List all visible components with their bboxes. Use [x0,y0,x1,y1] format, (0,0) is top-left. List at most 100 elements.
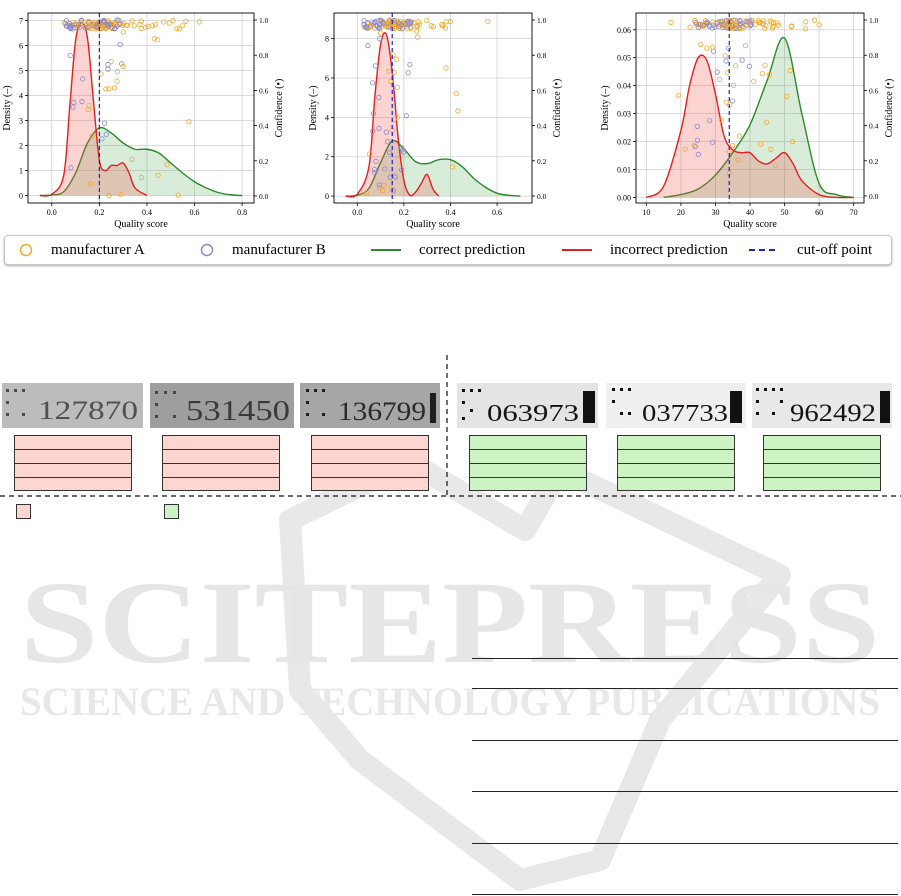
scatter-point-manufacturer-b [694,137,701,143]
y2-tick-label: 0.2 [537,157,547,166]
y-tick-label: 5 [19,67,23,76]
legend-item-cut-off-point: cut-off point [749,239,872,261]
scatter-point-manufacturer-b [93,24,99,30]
scatter-point-manufacturer-b [372,170,378,176]
y-tick-label: 0.04 [617,82,631,91]
density-confidence-charts: 0.0 0.2 0.4 0.6 0.8 0 1 2 3 4 5 6 7 0.0 0.2 0.4 0.6 0.8 1.… [2,12,895,230]
y-axis-label: Density (–) [600,85,611,130]
y2-tick-label: 0.6 [259,86,269,95]
y2-tick-label: 1.0 [259,16,269,25]
table-row [15,464,131,478]
section-separator [0,495,901,497]
scatter-point-manufacturer-b [378,17,384,24]
legend-label: incorrect prediction [610,241,728,258]
scatter-point-manufacturer-a [687,24,693,30]
scatter-point-manufacturer-a [138,18,144,24]
table-rule [472,843,898,844]
scatter-point-manufacturer-b [694,123,700,129]
scatter-point-manufacturer-a [424,18,430,24]
legend-label: manufacturer B [232,241,326,258]
y2-tick-label: 0.0 [537,192,547,201]
scatter-point-manufacturer-a [762,25,768,32]
table-row [163,436,279,450]
y2-tick-label: 0.2 [869,157,879,166]
x-axis-label: Quality score [114,219,168,230]
scatter-point-manufacturer-b [719,18,725,24]
scatter-point-manufacturer-b [701,23,707,29]
scatter-point-manufacturer-a [675,92,682,98]
table-row [470,478,586,492]
table-rule [472,740,898,741]
plot-frame [27,12,255,204]
scatter-point-manufacturer-b [400,147,406,153]
scatter-point-manufacturer-b [382,166,388,172]
y-tick-label: 8 [325,35,329,44]
legend-label: correct prediction [419,241,526,258]
scatter-point-manufacturer-b [99,136,105,142]
scatter-point-manufacturer-a [700,22,706,28]
scatter-point-manufacturer-a [106,86,112,92]
scatter-point-manufacturer-b [68,165,74,171]
scatter-point-manufacturer-a [183,18,189,24]
result-table-correct-1 [469,435,587,491]
y2-tick-label: 0.6 [537,86,547,95]
scatter-point-manufacturer-a [170,18,176,24]
table-row [470,436,586,450]
key-correct-swatch [164,504,179,519]
y-tick-label: 4 [325,113,329,122]
result-table-incorrect-2 [162,435,280,491]
table-rule [472,688,898,689]
scatter-point-manufacturer-b [377,182,383,188]
scatter-point-manufacturer-a [367,151,373,157]
legend-item-incorrect-prediction: incorrect prediction [562,239,728,261]
scatter-point-manufacturer-a [383,24,389,30]
crop-image-correct-1: 063973 [457,383,598,428]
scatter-point-manufacturer-a [174,25,180,31]
scatter-point-manufacturer-b [373,158,379,164]
table-row [15,450,131,464]
scatter-point-manufacturer-b [405,70,411,76]
table-row [312,436,428,450]
crop-text: 962492 [790,400,876,427]
scatter-point-manufacturer-a [111,20,117,26]
x-axis-label: Quality score [723,219,777,230]
density-line-correct-prediction [345,139,521,197]
group-separator [446,355,448,495]
scatter-point-manufacturer-a [758,141,764,147]
scatter-point-manufacturer-a [396,25,403,31]
crop-text: 127870 [38,396,138,425]
scatter-point-manufacturer-a [80,18,86,24]
scatter-point-manufacturer-a [85,106,91,113]
scatter-point-manufacturer-a [380,187,386,194]
crop-image-correct-3: 962492 [752,383,892,428]
scatter-point-manufacturer-b [746,63,753,69]
scatter-point-manufacturer-a [176,26,183,32]
scatter-point-manufacturer-b [119,61,125,67]
scatter-point-manufacturer-b [112,25,118,31]
scatter-point-manufacturer-b [106,21,112,27]
scatter-point-manufacturer-a [89,133,95,139]
scatter-point-manufacturer-a [103,86,109,92]
scatter-point-manufacturer-a [388,185,394,192]
density-line-incorrect-prediction [345,32,440,198]
x-tick-label: 0.0 [47,208,57,217]
crop-text: 063973 [487,401,579,427]
table-rule [472,791,898,792]
scatter-point-manufacturer-a [789,23,795,29]
scatter-point-manufacturer-a [455,108,461,114]
scatter-point-manufacturer-a [447,18,453,25]
red-line-icon [562,249,592,251]
scatter-point-manufacturer-b [370,128,376,134]
scatter-point-manufacturer-b [77,24,83,30]
y2-tick-label: 0.8 [869,51,879,60]
scatter-point-manufacturer-b [376,125,382,132]
scatter-point-manufacturer-b [392,174,398,180]
scatter-point-manufacturer-a [114,78,120,84]
scatter-point-manufacturer-a [744,22,750,29]
scatter-point-manufacturer-a [151,36,157,42]
scatter-point-manufacturer-a [166,20,172,26]
scatter-point-manufacturer-a [129,18,135,24]
scatter-point-manufacturer-a [709,44,716,50]
scatter-point-manufacturer-a [155,172,161,178]
chart-panel-1: 0.0 0.2 0.4 0.6 0.8 0 1 2 3 4 5 6 7 0.0 0.2 0.4 0.6 0.8 1.… [2,12,285,230]
